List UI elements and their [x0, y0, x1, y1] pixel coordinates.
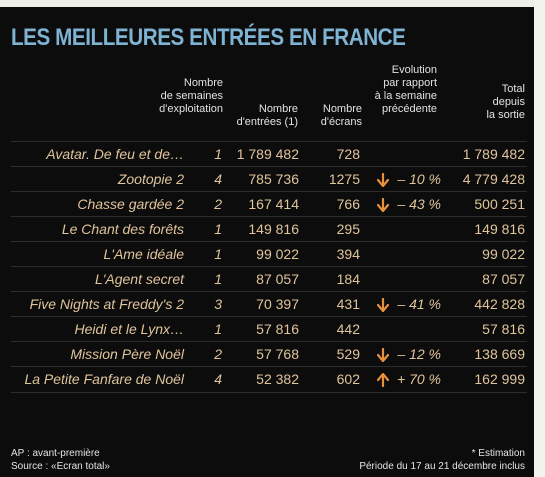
- film-title: L'Agent secret: [94, 271, 184, 287]
- table-row: Chasse gardée 2 2 167 414 766 – 43 % 500 251: [11, 191, 527, 217]
- header-entries: Nombre d'entrées (1): [236, 103, 298, 128]
- screens-count: 529: [336, 346, 360, 362]
- total-entries: 4 779 428: [462, 171, 525, 187]
- footnote-period: Période du 17 au 21 décembre inclus: [359, 461, 525, 472]
- film-title: Five Nights at Freddy's 2: [29, 296, 184, 312]
- weeks-count: 4: [214, 371, 222, 387]
- screens-count: 184: [336, 271, 360, 287]
- evolution-value: – 41 %: [397, 296, 441, 312]
- total-entries: 1 789 482: [462, 146, 525, 162]
- total-entries: 149 816: [474, 221, 525, 237]
- box-office-panel: LES MEILLEURES ENTRÉES EN FRANCE Nombre …: [0, 0, 534, 477]
- header-evolution: Evolution par rapport à la semaine précé…: [374, 64, 437, 115]
- weeks-count: 2: [214, 346, 222, 362]
- arrow-down-icon: [377, 348, 389, 362]
- entries-count: 52 382: [256, 371, 299, 387]
- screens-count: 442: [336, 321, 360, 337]
- film-title: Chasse gardée 2: [77, 196, 184, 212]
- film-title: L'Ame idéale: [103, 246, 185, 262]
- table-row: La Petite Fanfare de Noël 4 52 382 602 + 70 …: [11, 366, 527, 393]
- weeks-count: 1: [214, 221, 222, 237]
- screens-count: 431: [336, 296, 360, 312]
- evolution-value: – 43 %: [397, 196, 441, 212]
- screens-count: 602: [336, 371, 360, 387]
- entries-count: 87 057: [256, 271, 299, 287]
- film-title: Heidi et le Lynx…: [74, 321, 184, 337]
- table-row: Le Chant des forêts 1 149 816 295 149 816: [11, 216, 527, 242]
- film-title: Le Chant des forêts: [61, 221, 184, 237]
- entries-count: 1 789 482: [236, 146, 299, 162]
- header-total: Total depuis la sortie: [486, 83, 525, 121]
- arrow-down-icon: [377, 198, 389, 212]
- screens-count: 1275: [328, 171, 360, 187]
- total-entries: 500 251: [474, 196, 525, 212]
- screens-count: 728: [336, 146, 360, 162]
- entries-count: 57 768: [256, 346, 299, 362]
- arrow-down-icon: [377, 298, 389, 312]
- film-title: La Petite Fanfare de Noël: [24, 371, 184, 387]
- entries-count: 785 736: [248, 171, 299, 187]
- page-edge: [534, 0, 545, 477]
- footnote-source: Source : «Ecran total»: [11, 461, 110, 472]
- weeks-count: 1: [214, 271, 222, 287]
- page-title: LES MEILLEURES ENTRÉES EN FRANCE: [11, 24, 406, 51]
- weeks-count: 1: [214, 246, 222, 262]
- entries-count: 99 022: [256, 246, 299, 262]
- total-entries: 138 669: [474, 346, 525, 362]
- arrow-down-icon: [377, 173, 389, 187]
- header-weeks: Nombre de semaines d'exploitation: [159, 77, 223, 115]
- table-row: Heidi et le Lynx… 1 57 816 442 57 816: [11, 316, 527, 342]
- arrow-up-icon: [377, 373, 389, 387]
- table-row: Five Nights at Freddy's 2 3 70 397 431 – 41 …: [11, 291, 527, 317]
- entries-count: 70 397: [256, 296, 299, 312]
- film-title: Mission Père Noël: [70, 346, 184, 362]
- footnote-estimation: * Estimation: [471, 448, 525, 459]
- film-title: Zootopie 2: [117, 171, 184, 187]
- total-entries: 57 816: [482, 321, 525, 337]
- table-row: L'Agent secret 1 87 057 184 87 057: [11, 266, 527, 292]
- entries-count: 57 816: [256, 321, 299, 337]
- total-entries: 162 999: [474, 371, 525, 387]
- total-entries: 87 057: [482, 271, 525, 287]
- weeks-count: 1: [214, 146, 222, 162]
- table-row: Mission Père Noël 2 57 768 529 – 12 % 138 669: [11, 341, 527, 367]
- weeks-count: 2: [214, 196, 222, 212]
- footnote-ap: AP : avant-première: [11, 448, 100, 459]
- entries-count: 149 816: [248, 221, 299, 237]
- film-title: Avatar. De feu et de…: [46, 146, 184, 162]
- total-entries: 442 828: [474, 296, 525, 312]
- weeks-count: 1: [214, 321, 222, 337]
- total-entries: 99 022: [482, 246, 525, 262]
- evolution-value: – 12 %: [397, 346, 441, 362]
- evolution-value: + 70 %: [397, 371, 441, 387]
- screens-count: 766: [336, 196, 360, 212]
- table-row: L'Ame idéale 1 99 022 394 99 022: [11, 241, 527, 267]
- entries-count: 167 414: [248, 196, 299, 212]
- weeks-count: 4: [214, 171, 222, 187]
- table-row: Avatar. De feu et de… 1 1 789 482 728 1 789 …: [11, 141, 527, 167]
- screens-count: 295: [336, 221, 360, 237]
- evolution-value: – 10 %: [397, 171, 441, 187]
- table-row: Zootopie 2 4 785 736 1275 – 10 % 4 779 428: [11, 166, 527, 192]
- header-screens: Nombre d'écrans: [320, 103, 362, 128]
- weeks-count: 3: [214, 296, 222, 312]
- screens-count: 394: [336, 246, 360, 262]
